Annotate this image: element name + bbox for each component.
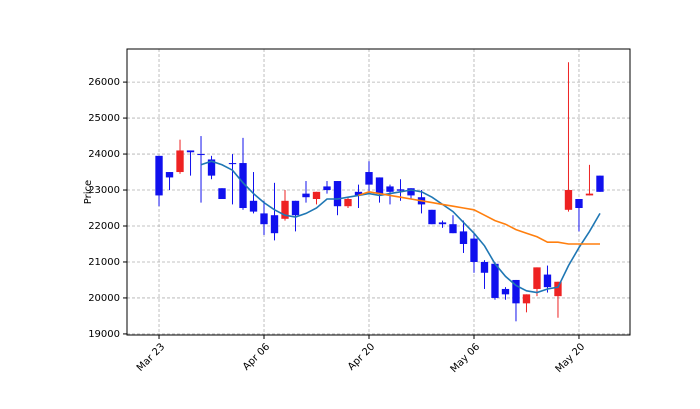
candle-body (186, 150, 195, 153)
y-axis-label: Price (83, 180, 94, 204)
candle-body (218, 188, 226, 200)
candle-body (449, 224, 457, 234)
candle-body (197, 154, 205, 156)
candle-body (585, 193, 594, 196)
candle-body (281, 200, 289, 219)
y-tick-label: 21000 (88, 257, 120, 268)
candle-body (407, 188, 415, 196)
candle-body (480, 261, 489, 273)
candle-body (249, 200, 258, 212)
y-tick-label: 26000 (88, 77, 120, 88)
candle-body (522, 294, 531, 304)
candle-body (291, 200, 300, 216)
candle-body (260, 213, 268, 225)
candle-body (270, 215, 279, 234)
candle-body (386, 186, 394, 192)
candle-body (365, 172, 373, 185)
candle-body (165, 172, 174, 178)
candle-body (575, 199, 583, 209)
moving-average-line (358, 190, 600, 245)
candle-body (176, 150, 184, 173)
candle-body (459, 231, 468, 244)
candle-body (323, 186, 331, 191)
candle-body (470, 238, 478, 262)
candle-body (155, 155, 163, 196)
candle-body (438, 222, 447, 225)
candle-body (533, 267, 541, 289)
y-tick-label: 24000 (88, 149, 120, 160)
candle-body (554, 281, 562, 297)
y-tick-label: 22000 (88, 221, 120, 232)
moving-average-line (200, 160, 601, 294)
candle-body (564, 190, 573, 210)
candle-body (228, 163, 237, 165)
y-tick-label: 20000 (88, 293, 120, 304)
candle-body (512, 279, 520, 304)
plot-frame (126, 48, 631, 336)
candle-body (239, 163, 247, 209)
candle-body (596, 175, 604, 192)
candle-body (501, 288, 510, 295)
candle-body (491, 263, 499, 298)
y-tick-label: 23000 (88, 185, 120, 196)
candle-body (428, 209, 436, 225)
candle-body (302, 193, 310, 198)
candle-body (354, 191, 363, 196)
candle-body (333, 181, 342, 207)
candle-body (396, 189, 405, 191)
y-tick-label: 25000 (88, 113, 120, 124)
candle-body (312, 191, 321, 200)
candle-body (375, 177, 384, 194)
candle-body (344, 199, 352, 207)
candle-body (543, 274, 552, 288)
y-tick-label: 19000 (88, 329, 120, 340)
candle-body (207, 159, 216, 176)
